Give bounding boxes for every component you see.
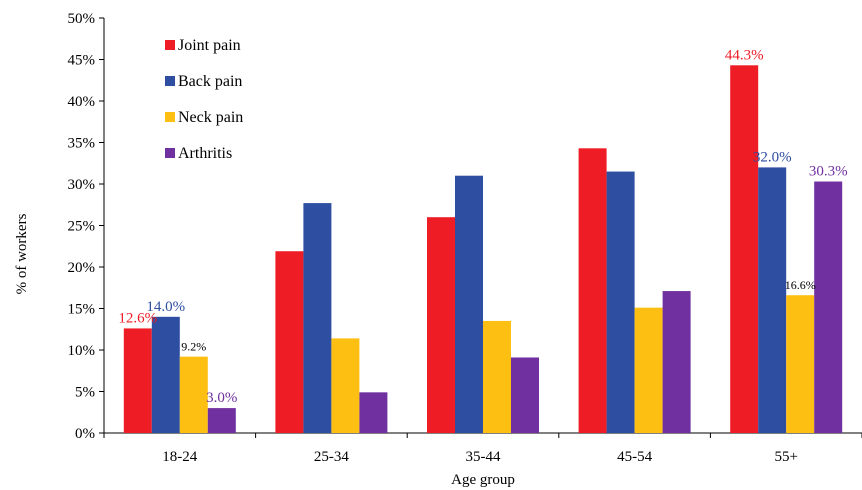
bar [207,408,236,433]
x-tick-label: 18-24 [162,449,197,465]
legend-label: Joint pain [178,37,241,54]
bar [275,251,304,433]
y-tick-label: 35% [68,136,96,152]
bar [455,175,483,433]
bar [303,203,332,433]
bar [359,392,388,433]
data-label: 12.6% [118,310,157,326]
bar [123,328,152,433]
legend-swatch [165,148,175,158]
data-label: 9.2% [181,340,206,354]
data-labels: 12.6%14.0% 9.2% 3.0% 44.3% 32.0% 16.6% 30.3% [118,47,847,406]
bar [511,357,539,433]
bar [331,338,360,433]
data-label: 32.0% [753,149,792,165]
x-tick-label: 25-34 [314,449,349,465]
y-axis-title: % of workers [14,213,30,294]
y-tick-label: 20% [68,260,96,276]
bar [151,316,180,433]
legend-swatch [165,76,175,86]
bar [662,291,691,433]
x-tick-label: 55+ [774,449,797,465]
bar [179,356,208,433]
bar [758,167,787,433]
x-axis-title: Age group [451,472,515,488]
y-tick-label: 50% [68,11,96,27]
bar [786,295,815,433]
data-label: 16.6% [785,278,816,292]
y-tick-label: 0% [75,426,95,442]
bar [634,307,663,433]
bar [578,148,607,433]
y-tick-label: 45% [68,53,96,69]
bar [427,217,455,433]
data-label: 44.3% [725,47,764,63]
data-label: 14.0% [146,299,185,315]
y-tick-label: 10% [68,343,96,359]
legend-label: Back pain [178,73,242,90]
y-tick-label: 30% [68,177,96,193]
y-tick-label: 40% [68,94,96,110]
data-label: 3.0% [206,390,237,406]
legend: Joint pain Back pain Neck pain Arthritis [165,37,243,162]
legend-swatch [165,40,175,50]
y-tick-label: 25% [68,219,96,235]
axes: 0% 5% 10% 15% 20% 25% 30% 35% 40% 45% 50% 18-24 25-3… [68,11,862,465]
x-tick-label: 35-44 [466,449,501,465]
bar [730,65,759,433]
data-label: 30.3% [809,164,848,180]
bars [123,65,843,434]
bar [483,320,511,433]
legend-label: Neck pain [178,109,243,126]
x-tick-label: 45-54 [617,449,652,465]
bar [606,171,635,434]
y-tick-label: 5% [75,385,95,401]
bar [814,181,843,433]
legend-swatch [165,112,175,122]
legend-label: Arthritis [178,145,232,162]
y-tick-label: 15% [68,302,96,318]
y-axis-title-group: % of workers [14,213,30,294]
